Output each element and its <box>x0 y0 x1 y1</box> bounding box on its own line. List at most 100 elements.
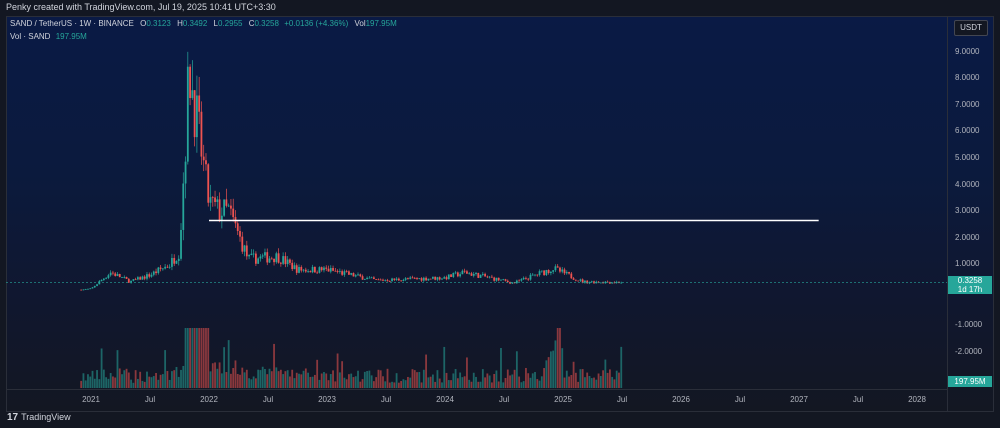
price-tick-label: 6.0000 <box>955 126 980 136</box>
candle-body <box>216 199 219 202</box>
volume-bar <box>105 377 108 388</box>
candle-body <box>93 285 96 288</box>
volume-bar <box>345 379 348 388</box>
volume-bar <box>599 376 602 388</box>
candle-body <box>329 267 332 272</box>
volume-bar <box>127 372 130 388</box>
candle-body <box>518 280 521 282</box>
volume-bar <box>313 374 316 388</box>
volume-bar <box>275 367 278 388</box>
volume-bar <box>211 363 214 388</box>
tradingview-brand[interactable]: 17 TradingView <box>7 412 71 423</box>
candle-body <box>209 197 212 203</box>
candle-body <box>466 271 468 274</box>
volume-bar <box>107 378 110 388</box>
candle-body <box>520 279 523 281</box>
volume-bar <box>454 369 457 388</box>
candle-body <box>157 267 160 274</box>
candle-body <box>268 258 271 263</box>
volume-bar <box>357 370 359 388</box>
volume-bar <box>497 381 500 388</box>
volume-bar <box>236 373 239 388</box>
volume-bar <box>520 382 523 388</box>
volume-bar <box>375 377 378 388</box>
volume-bar <box>450 380 452 388</box>
volume-bar <box>416 372 418 388</box>
candle-body <box>164 266 167 269</box>
price-tick-label: 5.0000 <box>955 153 980 162</box>
candle-body <box>545 270 548 275</box>
volume-bar <box>366 371 368 388</box>
candle-body <box>279 262 282 264</box>
candle-body <box>175 260 178 264</box>
candle-body <box>352 273 355 277</box>
high-value: 0.3492 <box>182 19 208 28</box>
time-tick-label: 2027 <box>790 395 808 404</box>
tradingview-logo-icon: 17 <box>7 412 19 423</box>
volume-bar <box>184 328 187 388</box>
candle-body <box>486 276 489 278</box>
volume-bar <box>323 372 325 388</box>
price-tick-label: 1.0000 <box>955 259 980 269</box>
low-label: L <box>213 19 218 28</box>
symbol-name[interactable]: SAND / TetherUS · 1W · BINANCE <box>10 19 134 28</box>
volume-bar <box>191 328 194 388</box>
volume-bar <box>343 377 346 388</box>
volume-bar <box>393 382 396 388</box>
volume-bar <box>80 380 83 388</box>
volume-bar <box>527 373 530 388</box>
currency-button[interactable]: USDT <box>954 20 988 36</box>
candle-body <box>538 271 541 276</box>
candle-body <box>477 272 480 278</box>
volume-legend-label[interactable]: Vol · SAND <box>10 32 51 41</box>
candle-body <box>613 282 616 284</box>
candle-body <box>105 277 108 279</box>
volume-bar <box>348 374 350 388</box>
candle-body <box>84 289 87 290</box>
candle-body <box>141 276 144 280</box>
time-tick-label: 2021 <box>82 395 100 404</box>
candle-body <box>400 280 403 282</box>
candle-body <box>470 273 473 276</box>
candle-body <box>166 266 169 268</box>
time-tick-label: Jul <box>380 395 392 404</box>
volume-bar <box>493 373 496 388</box>
volume-bar <box>525 367 527 388</box>
volume-bar <box>613 379 616 388</box>
volume-bar <box>536 379 539 388</box>
price-tick-label: 2.0000 <box>955 232 980 242</box>
candle-body <box>134 279 137 281</box>
volume-bar <box>545 360 548 388</box>
volume-bar <box>216 368 219 388</box>
volume-bar <box>298 373 300 388</box>
current-price-value: 0.3258 <box>957 276 983 286</box>
time-tick-label: 2026 <box>672 395 690 404</box>
candle-body <box>230 205 232 209</box>
chart-plot-area[interactable] <box>6 16 947 412</box>
candle-body <box>146 274 148 279</box>
volume-bar <box>438 378 441 388</box>
candle-body <box>436 277 439 280</box>
candle-body <box>620 282 623 284</box>
candle-body <box>264 252 266 256</box>
candle-body <box>463 270 466 272</box>
candle-body <box>459 274 462 277</box>
candle-body <box>336 270 339 272</box>
candle-body <box>413 277 416 279</box>
candle-body <box>100 279 103 282</box>
volume-bar <box>175 366 178 388</box>
volume-bar <box>502 382 505 388</box>
candle-body <box>150 274 153 277</box>
candle-body <box>309 271 312 273</box>
candle-body <box>434 276 437 280</box>
volume-bar <box>420 382 423 388</box>
candle-body <box>382 279 384 281</box>
volume-bar <box>173 370 176 388</box>
volume-bar <box>549 351 552 388</box>
volume-bar <box>146 371 148 388</box>
price-axis[interactable] <box>947 16 994 412</box>
time-axis[interactable]: 2021 Jul 2022 Jul 2023 Jul 2024 Jul 2025 Jul 2026 J… <box>6 389 947 412</box>
candle-body <box>248 255 250 257</box>
candle-body <box>180 229 182 259</box>
volume-bar <box>397 382 400 388</box>
